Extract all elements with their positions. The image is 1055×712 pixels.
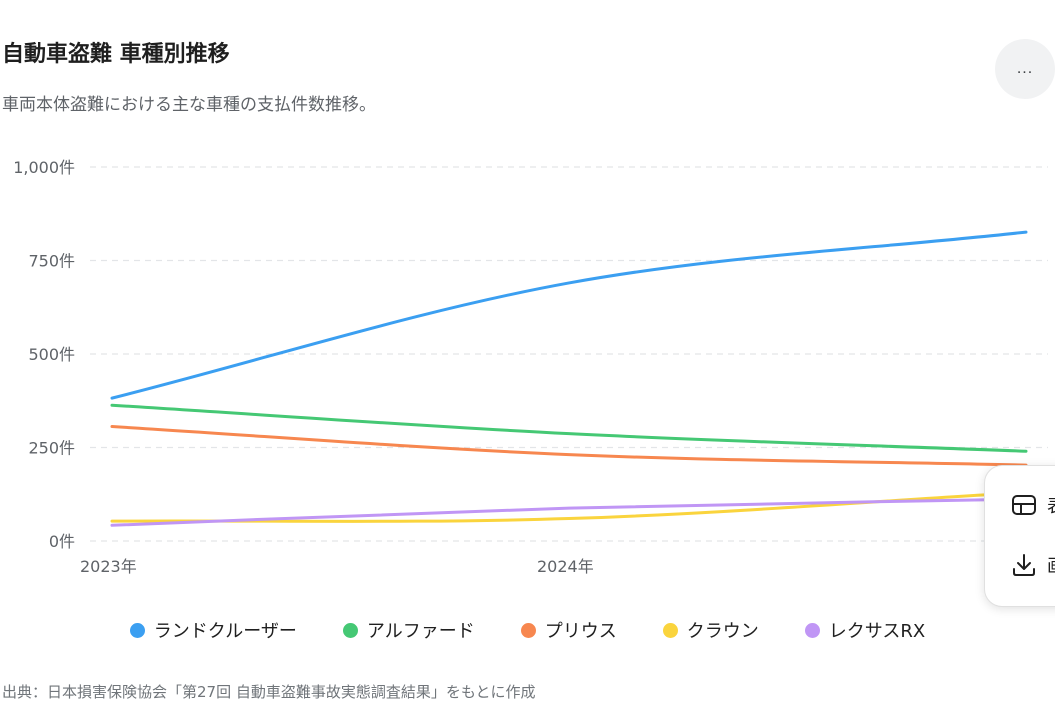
legend-dot-icon	[662, 622, 678, 638]
series-line-3	[110, 425, 1028, 467]
y-tick-label: 0件	[49, 532, 75, 551]
legend-dot-icon	[342, 622, 358, 638]
legend-dot-icon	[129, 622, 145, 638]
menu-item-table-label: 表	[1047, 492, 1055, 518]
legend-dot-icon	[520, 622, 536, 638]
menu-item-download[interactable]: 画	[1011, 552, 1055, 578]
series-line-1	[110, 230, 1028, 400]
chart-title: 自動車盗難 車種別推移	[2, 42, 230, 67]
y-tick-label: 500件	[28, 345, 75, 364]
legend-label: アルファード	[366, 621, 475, 642]
y-tick-label: 250件	[28, 439, 75, 458]
series-line-5	[110, 497, 1028, 527]
legend-label: ランドクルーザー	[153, 621, 297, 642]
source-note: 出典：日本損害保険協会「第27回 自動車盗難事故実態調査結果」をもとに作成	[2, 683, 536, 701]
line-chart: 0件 250件 500件 750件 1,000件 2023年 2024年	[13, 158, 1048, 576]
legend-item-5[interactable]: レクサスRX	[804, 617, 926, 643]
legend-label: レクサスRX	[828, 621, 926, 642]
x-tick-label: 2023年	[80, 557, 137, 576]
menu-item-table[interactable]: 表	[1011, 492, 1055, 518]
legend-dot-icon	[804, 622, 820, 638]
series-line-2	[110, 403, 1028, 453]
x-tick-label: 2024年	[537, 557, 594, 576]
legend-item-3[interactable]: プリウス	[520, 617, 617, 643]
y-tick-label: 750件	[28, 252, 75, 271]
more-options-button[interactable]: ...	[995, 39, 1055, 99]
legend-item-2[interactable]: アルファード	[342, 617, 475, 643]
chart-subtitle: 車両本体盗難における主な車種の支払件数推移。	[2, 95, 376, 115]
legend-label: プリウス	[544, 621, 617, 642]
y-tick-label: 1,000件	[13, 158, 75, 177]
chart-menu-popup: 表 画	[984, 465, 1055, 607]
legend-label: クラウン	[686, 621, 759, 642]
more-dots-icon: ...	[1016, 60, 1034, 77]
download-icon	[1013, 554, 1035, 576]
menu-item-download-label: 画	[1047, 552, 1055, 578]
legend-item-4[interactable]: クラウン	[662, 617, 759, 643]
chart-legend: ランドクルーザー アルファード プリウス クラウン レクサスRX	[0, 617, 1055, 643]
legend-item-1[interactable]: ランドクルーザー	[129, 617, 297, 643]
table-icon	[1012, 495, 1036, 515]
